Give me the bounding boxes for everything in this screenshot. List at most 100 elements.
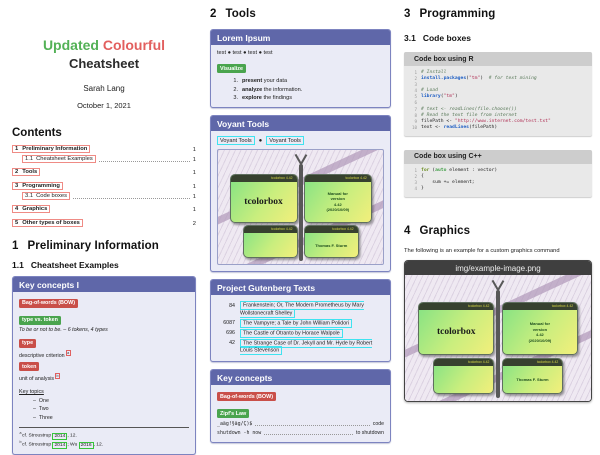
manual-line: (2020/10/09) — [528, 337, 552, 343]
command-definition-row: _aäg!§äg/Ç)$ code — [217, 421, 384, 427]
gutenberg-id: 84 — [229, 302, 235, 309]
section-title: Cheatsheet Examples — [30, 259, 119, 270]
cover-box-brand: tcolorbox 4.42 tcolorbox — [418, 301, 495, 356]
lorem-ipsum-box-title: Lorem Ipsum — [211, 30, 390, 45]
line-number: 3 — [414, 82, 417, 88]
citation-link-2014[interactable]: 2014 — [52, 441, 68, 449]
step-keyword: explore — [242, 95, 262, 101]
cover-box-header: tcolorbox 4.42 — [502, 302, 578, 310]
code-text: ) — [454, 94, 458, 100]
code-box-r-content: 1 # Install 2 install.packages("tm") # for… — [404, 66, 592, 136]
gutenberg-box: Project Gutenberg Texts 84 Frankenstein; … — [210, 279, 391, 362]
toc-link-cheatsheet-examples[interactable]: 1.1 Cheatsheet Examples — [22, 154, 96, 163]
key-concepts-1-box-title: Key concepts I — [13, 276, 195, 292]
section-3-1-heading: 3.1 Code boxes — [404, 33, 592, 43]
gutenberg-title-link[interactable]: The Strange Case of Dr. Jekyll and Mr. H… — [240, 338, 373, 355]
code-comment: # Read the text file from internet — [421, 112, 517, 118]
section-title: Programming — [419, 8, 496, 20]
code-line: 3 — [408, 82, 586, 88]
footnote-b-mid: ; Wu — [67, 442, 79, 448]
manual-line: Manual for — [327, 190, 348, 196]
cover-box-header: tcolorbox 4.42 — [304, 226, 358, 234]
step-keyword: analyze — [242, 86, 263, 93]
footnote-marker-link[interactable]: b — [55, 373, 61, 380]
code-line: 4 # Load — [408, 88, 586, 94]
code-text: (filePath) — [468, 124, 498, 130]
toc-link-graphics[interactable]: 4 Graphics — [12, 205, 51, 213]
code-string: "tm" — [443, 94, 455, 100]
doc-title-line2: Cheatsheet — [68, 56, 140, 71]
line-number: 3 — [414, 180, 417, 186]
manual-line: version — [532, 326, 548, 332]
gutenberg-box-body: 84 Frankenstein; Or, The Modern Prometheu… — [211, 295, 390, 361]
command-term: _aäg!§äg/Ç)$ — [217, 421, 253, 427]
gutenberg-title-link[interactable]: The Castle of Otranto by Horace Walpole — [240, 328, 343, 338]
line-number: 2 — [414, 76, 417, 82]
tcolorbox-wordmark: tcolorbox — [244, 196, 283, 207]
toc-link-other-types-of-boxes[interactable]: 5 Other types of boxes — [12, 218, 83, 227]
type-definition-text: descriptive criterion — [19, 352, 65, 359]
gutenberg-id: 42 — [229, 340, 235, 346]
code-text: filePath <- — [421, 118, 455, 124]
type-badge: type — [19, 338, 37, 348]
step-text: your data — [262, 78, 288, 84]
toc-row-other-types-of-boxes: 5 Other types of boxes 2 — [12, 218, 196, 227]
code-box-cpp-content: 1 for (auto element : vector) 2{ 3 sum +=… — [404, 164, 592, 197]
key-concepts-1-box: Key concepts I Bag-of-words (BOW) type v… — [12, 275, 196, 455]
toc-page-number: 1 — [192, 156, 196, 163]
step-keyword: present — [242, 78, 263, 84]
voyant-tools-box: Voyant Tools Voyant Tools ● Voyant Tools… — [210, 115, 391, 272]
command-description: code — [372, 421, 384, 427]
line-number: 2 — [414, 174, 417, 180]
cover-box-header: tcolorbox 4.42 — [230, 174, 297, 182]
step-number: 3. — [233, 95, 238, 101]
bullet-separator: ● — [258, 137, 263, 144]
step-number: 2. — [233, 86, 238, 93]
footnote-b-tail: , 12. — [93, 442, 104, 448]
voyant-links-row: Voyant Tools ● Voyant Tools — [217, 136, 384, 145]
section-1-heading: 1 Preliminary Information — [12, 240, 196, 252]
toc-link-programming[interactable]: 3 Programming — [12, 181, 63, 190]
code-box-cpp: Code box using C++ 1 for (auto element : … — [404, 149, 592, 198]
toc-link-code-boxes[interactable]: 3.1 Code boxes — [22, 191, 70, 200]
contents-heading: Contents — [12, 127, 62, 139]
command-definition-row: shutdown -h now to shutdown — [217, 430, 384, 436]
voyant-tools-link[interactable]: Voyant Tools — [217, 136, 255, 145]
code-line: 7 # text <- readLines(file.choose()) — [408, 107, 586, 113]
key-concepts-1-box-body: Bag-of-words (BOW) type vs. token To be … — [13, 292, 195, 454]
toc-entry-label: Preliminary Information — [22, 145, 88, 152]
topic-item: One — [33, 398, 189, 404]
dotted-leader — [264, 434, 354, 435]
gutenberg-title-link[interactable]: Frankenstein; Or, The Modern Prometheus … — [240, 301, 364, 318]
step-item: 3. explore the findings — [217, 95, 384, 101]
topic-item: Three — [33, 415, 189, 421]
toc-page-number: 1 — [192, 193, 196, 200]
footnote-marker-link[interactable]: a — [65, 349, 71, 356]
toc-row-programming: 3 Programming 1 — [12, 181, 196, 190]
topic-item: Two — [33, 406, 189, 412]
code-comment: # for text mining — [488, 76, 537, 82]
voyant-tools-box-title: Voyant Tools — [211, 116, 390, 131]
citation-link-2014[interactable]: 2014 — [52, 432, 68, 440]
toc-link-preliminary-information[interactable]: 1 Preliminary Information — [12, 144, 91, 153]
footnote-b: bcf. Stroustrup 2014; Wu 2016, 12. — [19, 440, 189, 449]
code-line: 3 sum += element; — [408, 180, 586, 186]
gutenberg-row: 84 Frankenstein; Or, The Modern Prometheu… — [217, 301, 384, 318]
cheatsheet-page: { "colors": { "accent_purple": "#5f67a9"… — [0, 0, 600, 426]
toc-entry-label: Code boxes — [36, 192, 67, 199]
graphics-intro-text: The following is an example for a custom… — [404, 248, 560, 255]
step-text: the information. — [262, 86, 303, 93]
gutenberg-title-link[interactable]: The Vampyre; a Tale by John William Poli… — [240, 318, 353, 328]
toc-entry-number: 5 — [15, 219, 19, 226]
type-definition: descriptive criterion a — [19, 349, 189, 359]
toc-link-tools[interactable]: 2 Tools — [12, 168, 41, 176]
code-box-cpp-title: Code box using C++ — [404, 149, 592, 164]
cover-box-manual: tcolorbox 4.42 Manual for version 4.42 (2020… — [501, 301, 579, 356]
token-definition: unit of analysis b — [19, 373, 189, 382]
toc-leader-dots — [73, 197, 190, 199]
voyant-tools-link[interactable]: Voyant Tools — [266, 136, 304, 145]
code-keyword: install.packages — [421, 76, 467, 82]
citation-link-2016[interactable]: 2016 — [78, 441, 94, 449]
footnote-area: acf. Stroustrup 2014, 12. bcf. Stroustru… — [19, 426, 189, 449]
cover-box-header: tcolorbox 4.42 — [433, 359, 494, 367]
